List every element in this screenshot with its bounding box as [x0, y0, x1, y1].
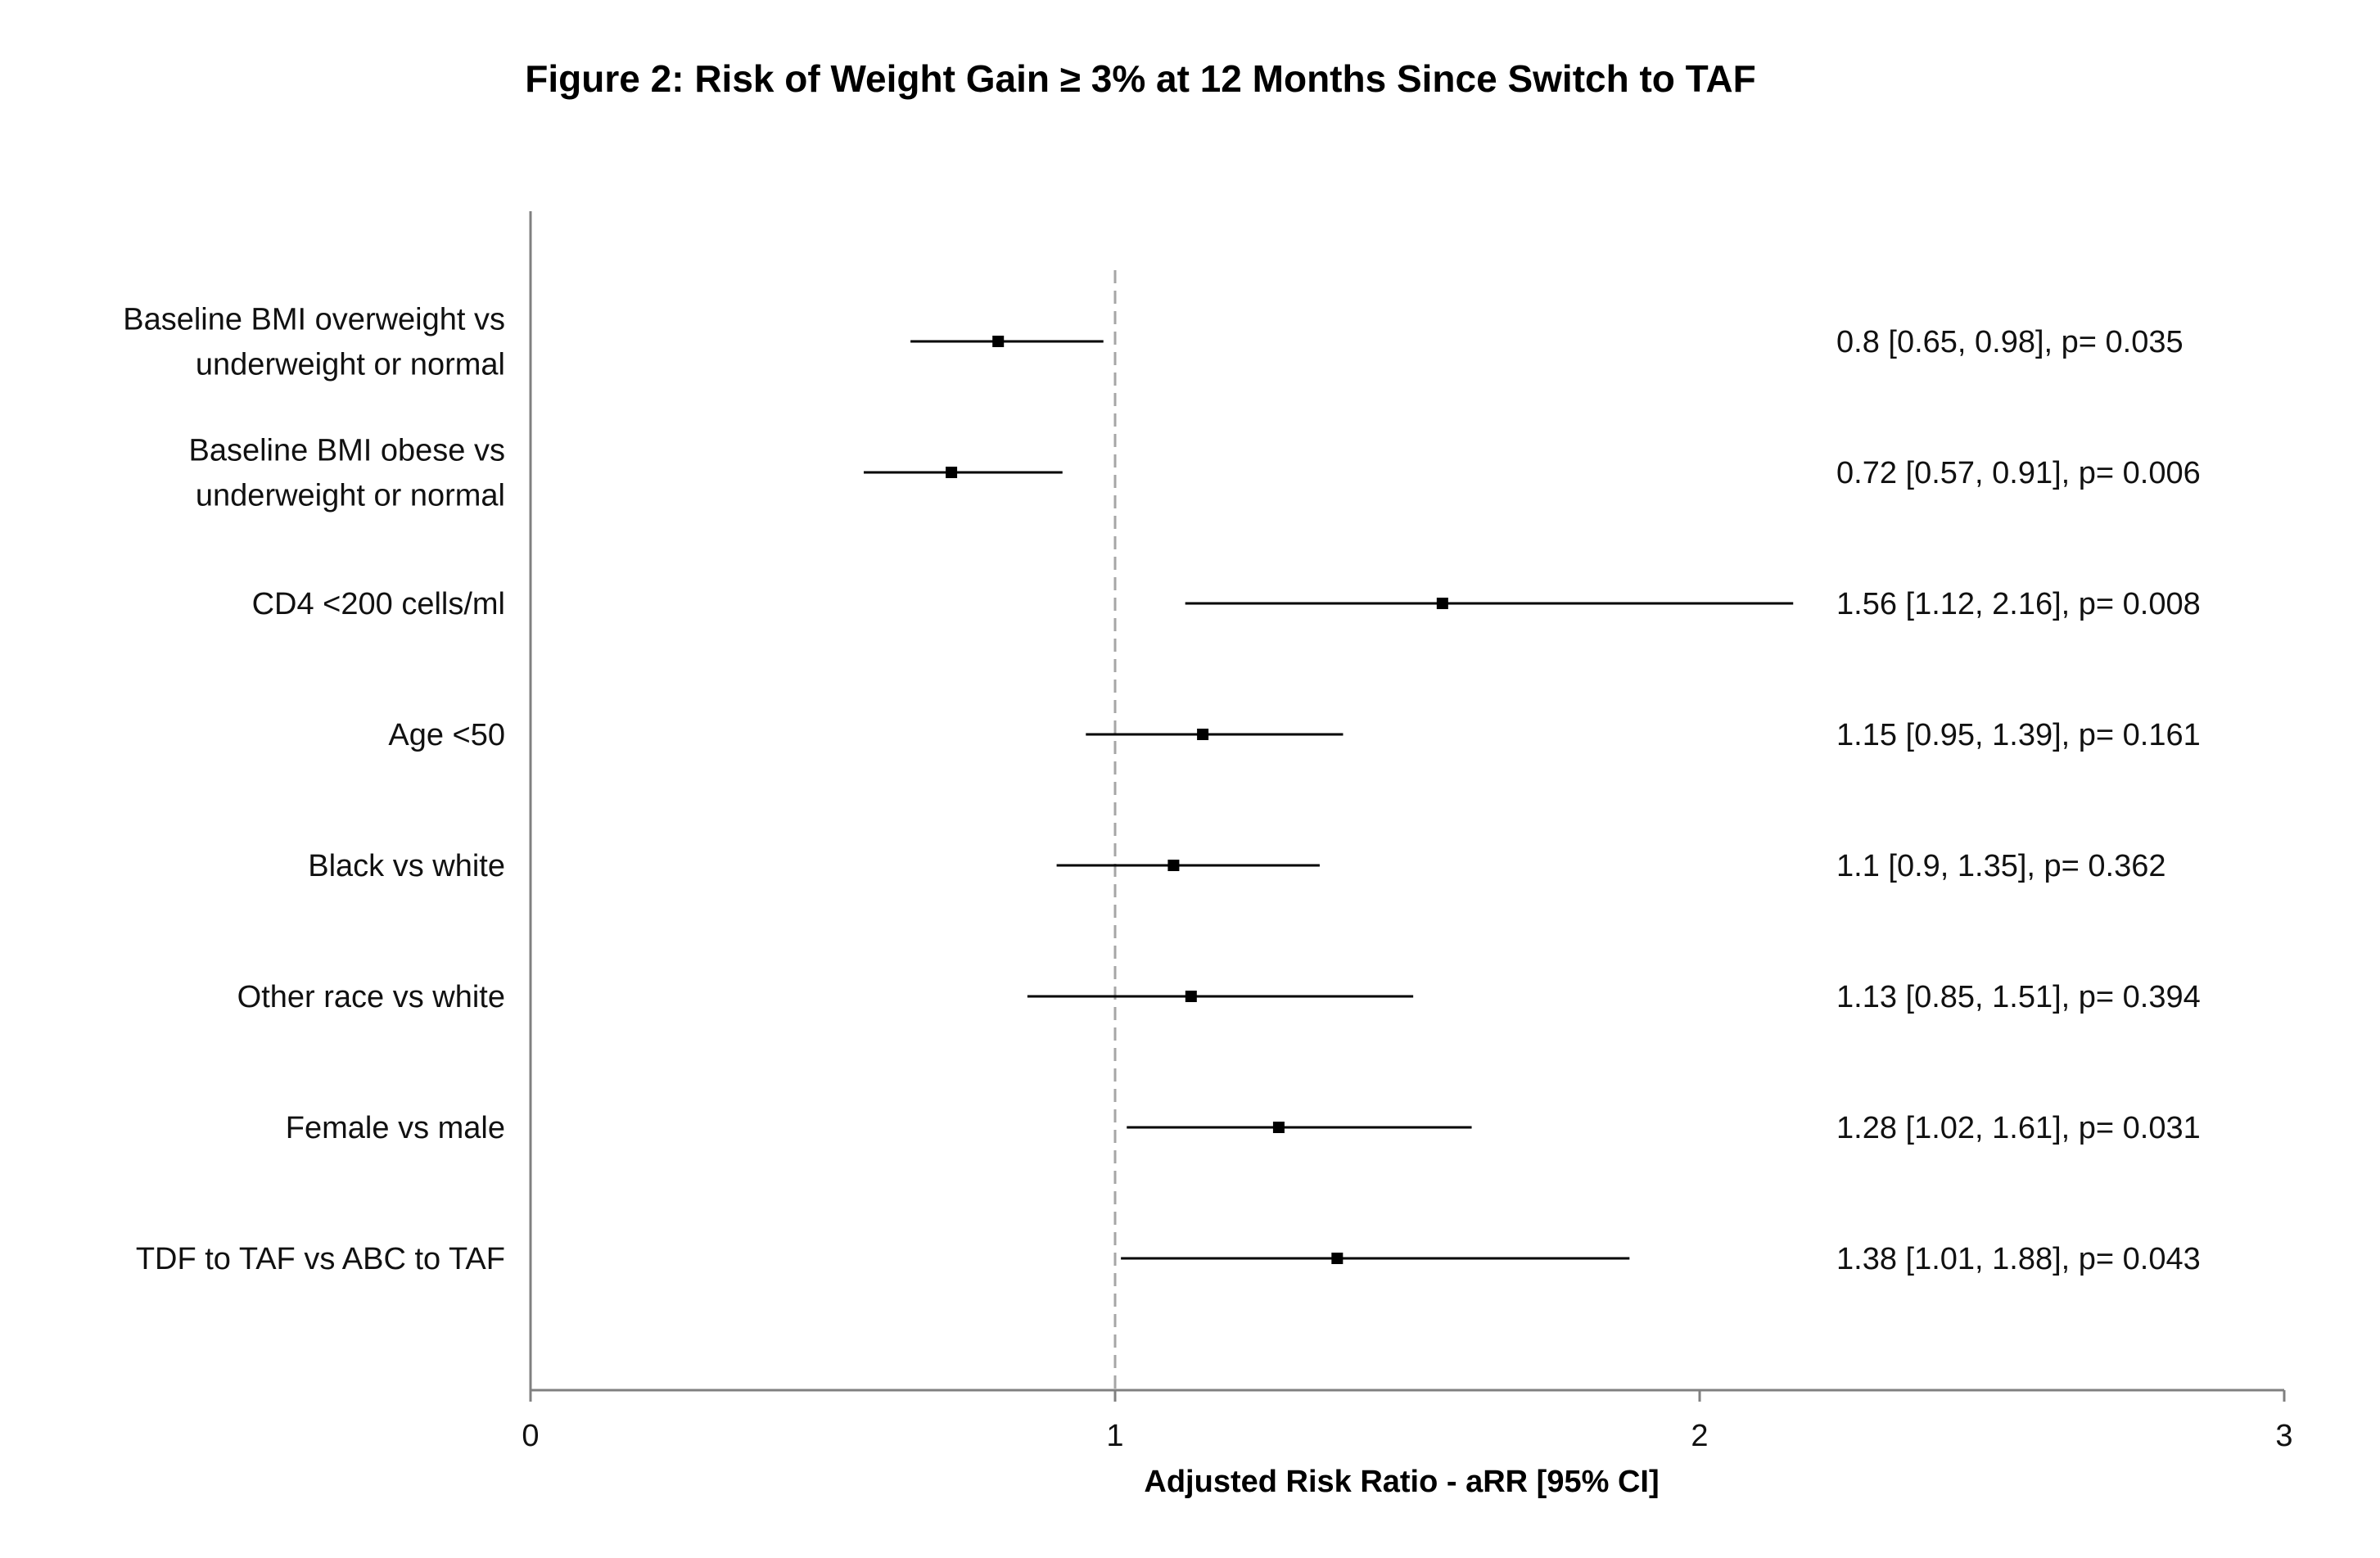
row-label: Black vs white [308, 849, 505, 883]
point-estimate [1331, 1253, 1344, 1264]
forest-rows: Baseline BMI overweight vs underweight or… [123, 303, 2201, 1277]
x-tick-label: 3 [2275, 1419, 2292, 1453]
point-estimate [1167, 860, 1180, 871]
forest-row: TDF to TAF vs ABC to TAF 1.38 [1.01, 1.88… [136, 1242, 2201, 1276]
row-label: underweight or normal [196, 348, 505, 382]
row-label: underweight or normal [196, 479, 505, 513]
x-tick-label: 0 [522, 1419, 539, 1453]
point-estimate [1272, 1122, 1285, 1133]
row-annotation: 0.72 [0.57, 0.91], p= 0.006 [1836, 456, 2201, 490]
forest-row: Other race vs white 1.13 [0.85, 1.51], p=… [237, 980, 2201, 1014]
row-label: Age <50 [388, 718, 505, 752]
axes [529, 211, 2286, 1402]
point-estimate [1436, 598, 1448, 609]
row-label: Other race vs white [237, 980, 505, 1014]
point-estimate [1185, 991, 1197, 1002]
row-annotation: 1.56 [1.12, 2.16], p= 0.008 [1836, 587, 2201, 621]
row-label: TDF to TAF vs ABC to TAF [136, 1242, 505, 1276]
chart-title: Figure 2: Risk of Weight Gain ≥ 3% at 12… [525, 57, 1755, 100]
row-annotation: 1.15 [0.95, 1.39], p= 0.161 [1836, 718, 2201, 752]
point-estimate [946, 467, 958, 478]
forest-row: Baseline BMI overweight vs underweight or… [123, 303, 2183, 382]
row-annotation: 1.38 [1.01, 1.88], p= 0.043 [1836, 1242, 2201, 1276]
x-tick-label: 1 [1106, 1419, 1123, 1453]
row-annotation: 1.13 [0.85, 1.51], p= 0.394 [1836, 980, 2201, 1014]
x-tick-labels: 0 1 2 3 [522, 1419, 2292, 1453]
x-tick-label: 2 [1691, 1419, 1708, 1453]
row-annotation: 0.8 [0.65, 0.98], p= 0.035 [1836, 325, 2184, 359]
forest-row: Age <50 1.15 [0.95, 1.39], p= 0.161 [388, 718, 2200, 752]
x-axis-label: Adjusted Risk Ratio - aRR [95% CI] [1144, 1465, 1659, 1499]
point-estimate [1197, 729, 1209, 740]
point-estimate [992, 336, 1005, 347]
forest-row: CD4 <200 cells/ml 1.56 [1.12, 2.16], p= 0… [252, 587, 2201, 621]
forest-row: Black vs white 1.1 [0.9, 1.35], p= 0.362 [308, 849, 2165, 883]
forest-row: Baseline BMI obese vs underweight or norm… [188, 434, 2200, 513]
row-label: CD4 <200 cells/ml [252, 587, 505, 621]
row-label: Baseline BMI obese vs [188, 434, 505, 468]
forest-row: Female vs male 1.28 [1.02, 1.61], p= 0.03… [286, 1111, 2201, 1145]
row-annotation: 1.1 [0.9, 1.35], p= 0.362 [1836, 849, 2166, 883]
row-label: Female vs male [286, 1111, 505, 1145]
row-annotation: 1.28 [1.02, 1.61], p= 0.031 [1836, 1111, 2201, 1145]
row-label: Baseline BMI overweight vs [123, 303, 505, 337]
